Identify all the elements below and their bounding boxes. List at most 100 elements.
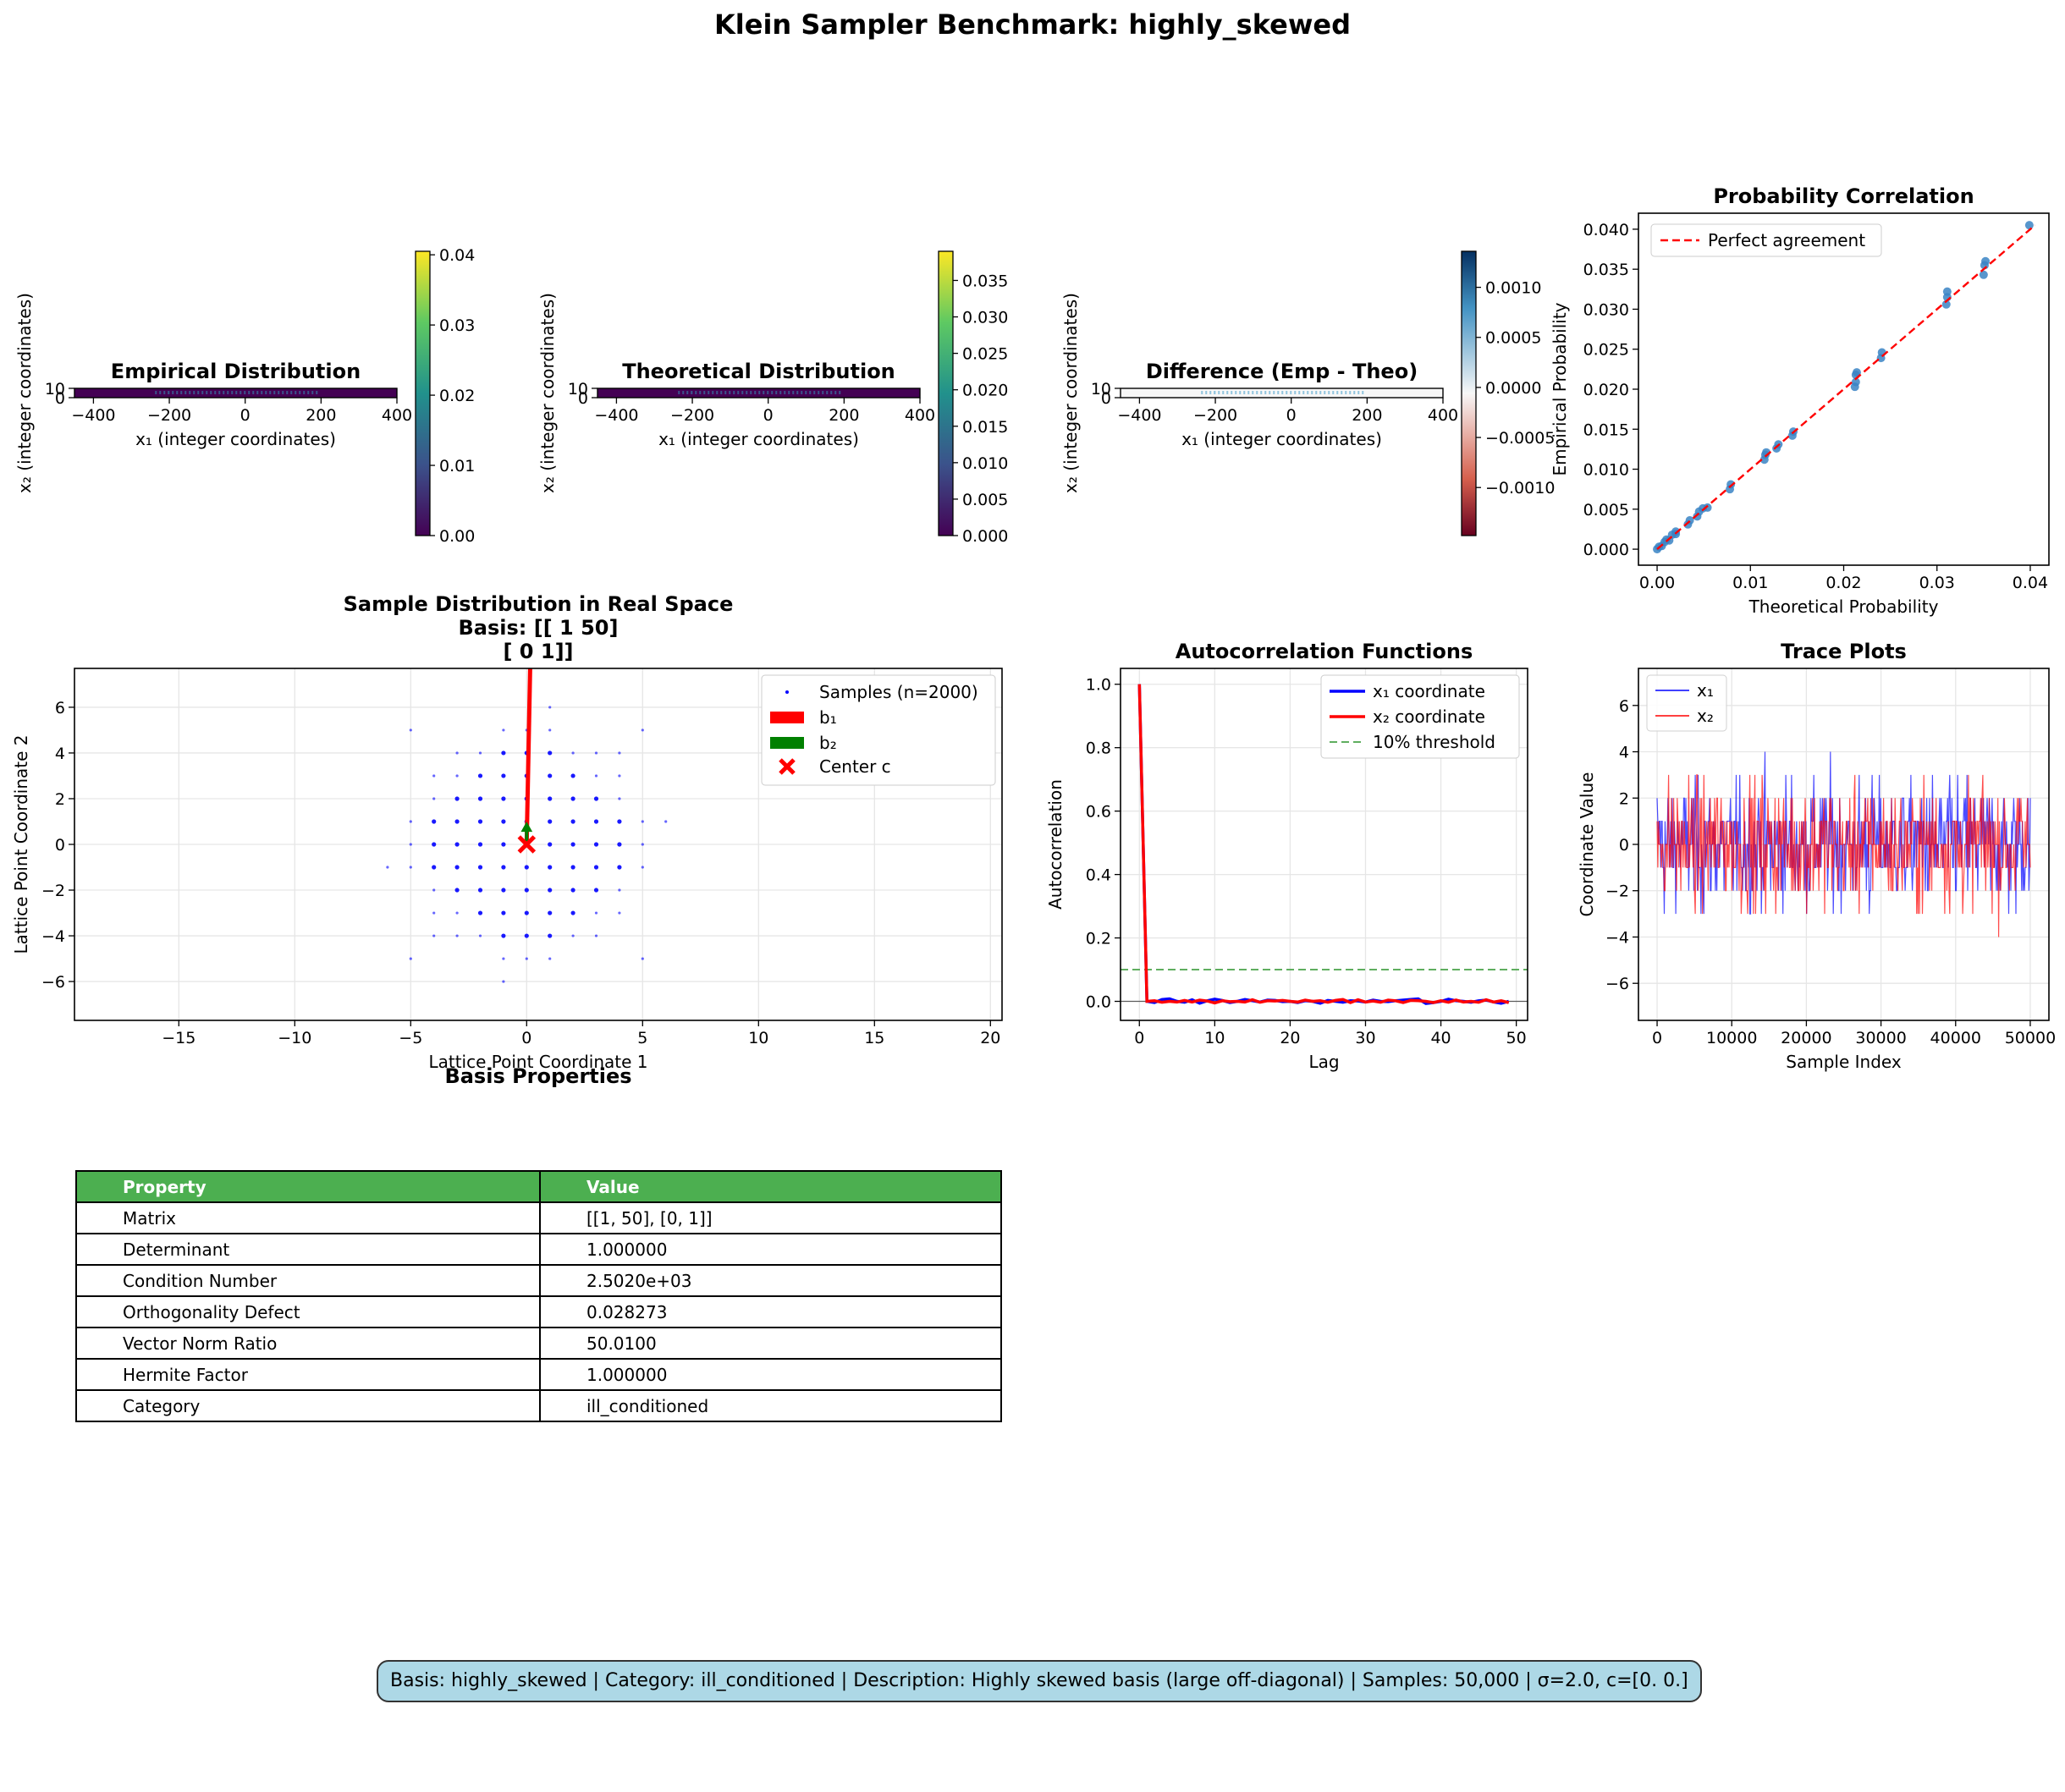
x-tick-label: −400 — [71, 406, 115, 425]
heatmap-cell — [189, 391, 191, 394]
heatmap-cell — [754, 391, 757, 394]
heatmap-cell — [1201, 391, 1203, 394]
table-cell: 50.0100 — [539, 1327, 1002, 1360]
heatmap-cell — [682, 391, 685, 394]
x-tick-label: 50000 — [2005, 1029, 2056, 1047]
heatmap-cell — [159, 391, 162, 394]
x-tick-label: −15 — [162, 1029, 195, 1047]
heatmap-cell — [184, 391, 187, 394]
heatmap-cell — [1277, 391, 1280, 394]
heatmap-cell — [223, 391, 225, 394]
heatmap-cell — [712, 391, 714, 394]
colorbar-tick-label: 0.03 — [439, 316, 475, 335]
panel-title: Probability Correlation — [1713, 184, 1974, 208]
heatmap-cell — [303, 391, 306, 394]
sample-point — [386, 866, 389, 869]
legend: Samples (n=2000) b₁ b₂ Center c — [761, 674, 996, 786]
heatmap-cell — [1239, 391, 1242, 394]
colorbar — [415, 250, 431, 536]
heatmap-cell — [1281, 391, 1284, 394]
heatmap-cell — [214, 391, 217, 394]
heatmap-cell — [771, 391, 774, 394]
sample-point — [477, 773, 483, 778]
sample-point — [548, 773, 553, 778]
heatmap-cell — [1209, 391, 1212, 394]
heatmap-cell — [1315, 391, 1318, 394]
heatmap-cell — [763, 391, 765, 394]
heatmap-cell — [240, 391, 242, 394]
heatmap-cell — [1328, 391, 1330, 394]
y-tick-label: 0.015 — [1583, 421, 1629, 439]
sample-point — [593, 842, 599, 847]
y-axis-label: x₂ (integer coordinates) — [537, 293, 558, 493]
sample-point — [455, 934, 459, 937]
sample-point — [455, 911, 459, 915]
y-tick-label: 0.000 — [1583, 541, 1629, 559]
y-tick-label: −2 — [1605, 882, 1629, 901]
sample-point — [617, 842, 622, 847]
sample-point — [432, 865, 437, 870]
x-tick-label: 0.02 — [1825, 574, 1861, 592]
heatmap-cell — [210, 391, 212, 394]
table-cell: Determinant — [75, 1233, 541, 1266]
heatmap-cell — [1319, 391, 1322, 394]
heatmap-cell — [691, 391, 693, 394]
y-axis-label: Empirical Probability — [1550, 302, 1570, 475]
colorbar-tick-label: 0.000 — [962, 527, 1008, 546]
sample-point — [593, 819, 599, 824]
trace-series-line — [1656, 774, 2031, 937]
legend-label: x₁ — [1697, 680, 1714, 701]
data-point — [1981, 256, 1991, 266]
heatmap-cell — [805, 391, 807, 394]
sample-point — [478, 934, 482, 937]
heatmap-cell — [1324, 391, 1326, 394]
heatmap-cell — [750, 391, 752, 394]
heatmap-cell — [1269, 391, 1271, 394]
y-tick-label: −4 — [1605, 928, 1629, 947]
heatmap-cell — [273, 391, 276, 394]
y-tick-label: 2 — [55, 790, 65, 809]
panel-subtitle: [ 0 1]] — [503, 640, 573, 663]
x-tick-label: −200 — [1193, 406, 1237, 425]
colorbar — [1461, 250, 1477, 536]
heatmap-cell — [699, 391, 702, 394]
sample-point — [641, 957, 644, 960]
sample-point — [502, 980, 505, 983]
x-tick-label: −5 — [399, 1029, 422, 1047]
data-point — [1851, 377, 1860, 387]
sample-point — [409, 866, 412, 869]
y-tick-label: −6 — [1605, 975, 1629, 993]
x-tick-label: 0.04 — [2013, 574, 2048, 592]
sample-point — [548, 865, 553, 870]
sample-point — [501, 750, 506, 756]
heatmap-cell — [686, 391, 689, 394]
legend-swatch — [779, 758, 796, 775]
sample-point — [502, 957, 505, 960]
heatmap-cell — [193, 391, 195, 394]
legend-box — [1320, 674, 1520, 759]
sample-point — [477, 796, 483, 801]
axes-frame — [1638, 668, 2050, 1021]
panel-title: Empirical Distribution — [111, 360, 361, 383]
heatmap-cell — [788, 391, 790, 394]
heatmap-cell — [1256, 391, 1258, 394]
sample-point — [409, 820, 412, 823]
heatmap-cell — [796, 391, 799, 394]
sample-point — [478, 751, 482, 755]
sample-point — [501, 773, 506, 778]
x-tick-label: −400 — [594, 406, 638, 425]
legend-label: Center c — [819, 756, 891, 777]
colorbar-tick-label: 0.025 — [962, 345, 1008, 364]
heatmap-cell — [235, 391, 238, 394]
x-tick-label: 0 — [521, 1029, 531, 1047]
table-cell: Hermite Factor — [75, 1358, 541, 1391]
x-tick-label: 0 — [763, 406, 774, 425]
y-tick-label: 0.030 — [1583, 300, 1629, 319]
x-tick-label: 400 — [1428, 406, 1458, 425]
sample-point — [409, 728, 412, 732]
heatmap-cell — [1260, 391, 1263, 394]
sample-point — [548, 888, 553, 893]
y-tick-label: 0.8 — [1086, 739, 1111, 758]
heatmap-cell — [231, 391, 234, 394]
sample-point — [641, 728, 644, 732]
